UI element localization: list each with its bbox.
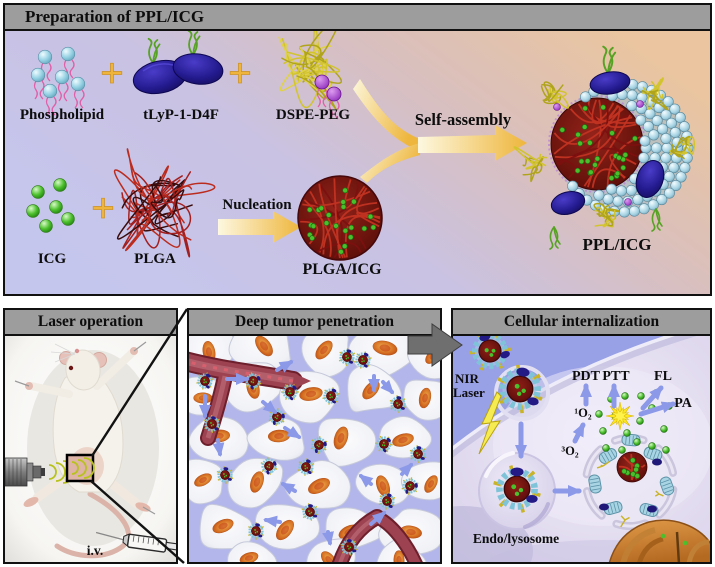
preparation-panel: Preparation of PPL/ICG + + + Phospholipi… [3,3,712,296]
laser-illustration: i.v. [5,336,176,562]
preparation-graphics [26,31,696,261]
laser-panel-title: Laser operation [5,310,176,336]
tumor-graphics [189,336,440,562]
preparation-illustration: + + + Phospholipid tLyP-1-D4F DSPE-PEG I… [5,31,710,294]
preparation-panel-title: Preparation of PPL/ICG [5,5,710,31]
label-fl: FL [654,369,672,384]
label-phospholipid: Phospholipid [20,107,105,123]
tumor-penetration-panel: Deep tumor penetration [187,308,442,564]
plus-icon: + [100,51,124,97]
label-tlyp: tLyP-1-D4F [143,107,219,123]
label-ptt: PTT [602,369,630,384]
label-plga: PLGA [134,251,176,267]
plus-icon: + [91,186,115,232]
cell-graphics [453,336,710,562]
cell-panel-title: Cellular internalization [453,310,710,336]
cell-illustration: NIR Laser PDT PTT FL PA ¹O₂ ³O₂ Endo/lys… [453,336,710,562]
label-nucleation: Nucleation [222,197,292,213]
label-pa: PA [674,396,693,411]
label-singlet-oxygen: ¹O₂ [574,406,591,420]
label-laser: Laser [453,385,485,400]
label-plga-icg: PLGA/ICG [302,261,382,278]
label-pdt: PDT [572,369,601,384]
label-endolysosome: Endo/lysosome [473,531,559,546]
laser-operation-panel: Laser operation i.v. [3,308,178,564]
label-ppl-icg: PPL/ICG [583,235,652,254]
tumor-illustration [189,336,440,562]
iv-label: i.v. [87,543,104,558]
label-nir: NIR [455,371,479,386]
plus-icon: + [228,51,252,97]
label-dspe-peg: DSPE-PEG [276,107,351,123]
label-triplet-oxygen: ³O₂ [561,444,578,458]
cellular-internalization-panel: Cellular internalization NIR Laser PDT P… [451,308,712,564]
label-icg: ICG [38,251,67,267]
label-self-assembly: Self-assembly [415,110,512,129]
tumor-panel-title: Deep tumor penetration [189,310,440,336]
